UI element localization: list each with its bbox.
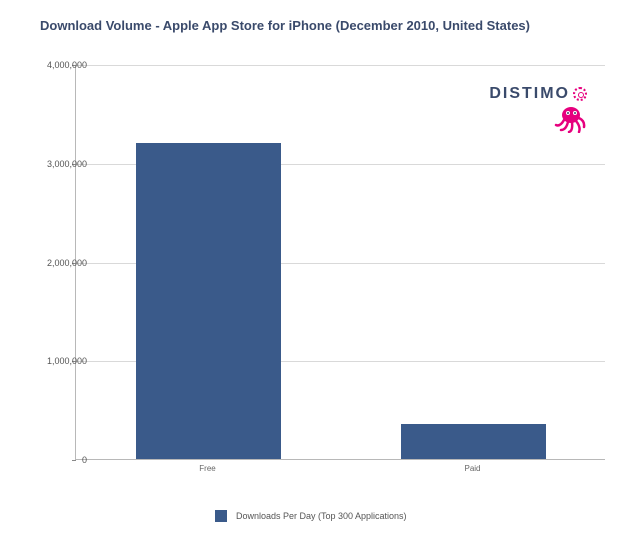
plot-area: DISTIMO xyxy=(75,65,605,460)
gear-icon xyxy=(573,87,587,101)
x-tick-label: Paid xyxy=(464,464,480,473)
logo-text: DISTIMO xyxy=(489,85,587,103)
octopus-icon xyxy=(489,105,587,138)
x-tick-label: Free xyxy=(199,464,215,473)
legend: Downloads Per Day (Top 300 Applications) xyxy=(0,510,622,522)
y-tick-label: 1,000,000 xyxy=(27,356,87,366)
chart-title: Download Volume - Apple App Store for iP… xyxy=(0,0,622,33)
y-tick-label: 4,000,000 xyxy=(27,60,87,70)
y-tick-label: 0 xyxy=(27,455,87,465)
chart-container: DISTIMO 0 1,000,000 2,000,000 3,000,000 4,00… xyxy=(0,55,622,485)
gridline xyxy=(76,65,605,66)
legend-swatch xyxy=(215,510,227,522)
bar-free xyxy=(136,143,282,459)
y-tick-label: 3,000,000 xyxy=(27,159,87,169)
distimo-logo: DISTIMO xyxy=(489,85,587,138)
legend-label: Downloads Per Day (Top 300 Applications) xyxy=(236,511,407,521)
bar-paid xyxy=(401,424,547,459)
logo-text-label: DISTIMO xyxy=(489,85,570,103)
y-tick-label: 2,000,000 xyxy=(27,258,87,268)
